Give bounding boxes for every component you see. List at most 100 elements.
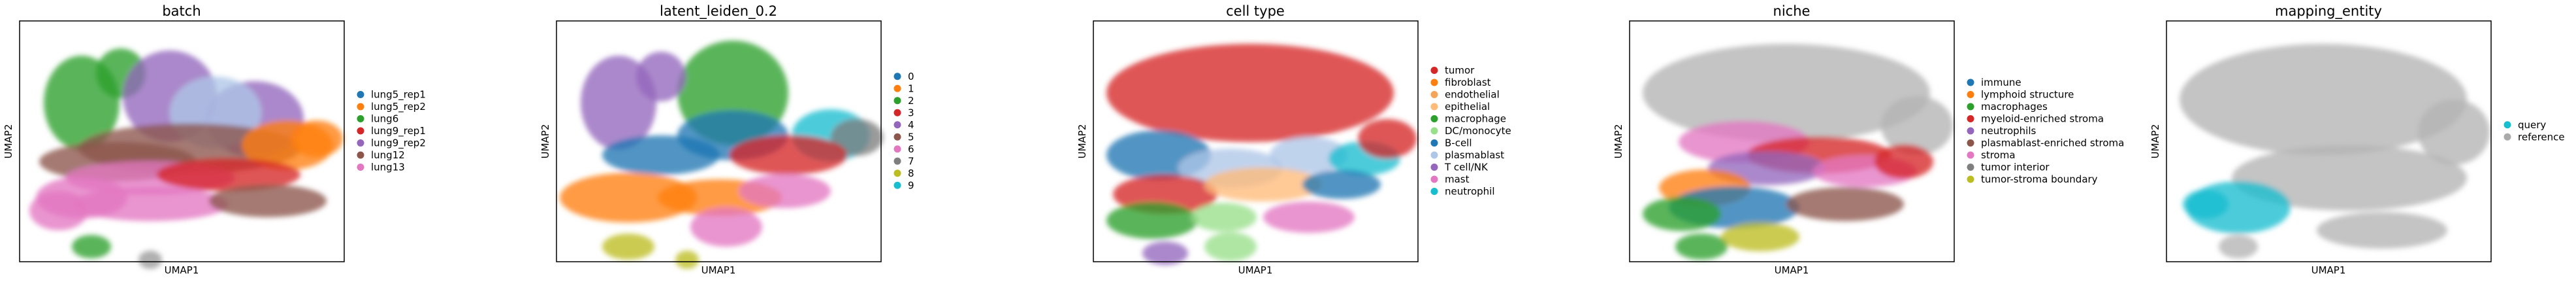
umap-scatter-mapping-entity	[2180, 44, 2490, 258]
point-cloud-cluster	[1106, 202, 1198, 239]
point-cloud-cluster	[1302, 170, 1381, 199]
legend-marker	[1430, 67, 1438, 74]
legend-marker	[357, 164, 364, 171]
legend-marker	[1430, 115, 1438, 122]
legend-marker	[1430, 151, 1438, 159]
point-cloud-cluster	[560, 173, 697, 222]
point-cloud-cluster	[2317, 212, 2447, 249]
panel-title: mapping_entity	[2275, 3, 2382, 20]
legend-marker	[1430, 127, 1438, 135]
legend-marker	[894, 97, 901, 105]
legend-label: DC/monocyte	[1445, 125, 1511, 137]
legend-marker	[1430, 91, 1438, 98]
y-axis-label: UMAP2	[1613, 124, 1624, 159]
x-axis-label: UMAP1	[2311, 264, 2346, 276]
point-cloud-cluster	[1204, 232, 1257, 261]
legend-label: lung13	[371, 162, 405, 173]
legend-label: 8	[908, 167, 914, 179]
legend-marker	[1967, 175, 1974, 183]
point-cloud-cluster	[1875, 145, 1933, 179]
y-axis-label: UMAP2	[2149, 124, 2161, 159]
legend-marker	[1967, 127, 1974, 135]
legend: tumorfibroblastendothelialepithelialmacr…	[1430, 65, 1511, 198]
legend-marker	[894, 133, 901, 141]
legend-label: B-cell	[1445, 137, 1472, 149]
point-cloud-cluster	[2219, 235, 2258, 258]
point-cloud-cluster	[831, 119, 883, 156]
point-cloud-cluster	[690, 207, 762, 247]
point-cloud-cluster	[1786, 187, 1904, 221]
point-cloud-cluster	[2180, 44, 2467, 155]
point-cloud-cluster	[72, 235, 111, 258]
legend-label: lung6	[371, 113, 398, 125]
x-axis-label: UMAP1	[1775, 264, 1809, 276]
legend-label: T cell/NK	[1444, 162, 1489, 173]
legend-label: mast	[1445, 173, 1470, 185]
panel-mapping-entity: mapping_entity UMAP1 UMAP2 queryreferenc…	[2149, 3, 2565, 276]
point-cloud-cluster	[1270, 137, 1348, 173]
point-cloud-cluster	[157, 158, 300, 191]
legend-label: reference	[2518, 131, 2565, 143]
legend-label: epithelial	[1445, 101, 1490, 113]
y-axis-label: UMAP2	[3, 124, 14, 159]
point-cloud-cluster	[636, 52, 686, 101]
legend-marker	[1430, 175, 1438, 183]
legend-label: lung5_rep1	[371, 89, 426, 101]
legend-label: 6	[908, 143, 914, 155]
legend-marker	[357, 115, 364, 122]
panel-cell-type: cell type UMAP1 UMAP2 tumorfibroblastend…	[1076, 3, 1511, 276]
point-cloud-cluster	[1643, 44, 1930, 142]
legend-label: 1	[908, 82, 914, 94]
legend: lung5_rep1lung5_rep2lung6lung9_rep1lung9…	[357, 89, 426, 173]
point-cloud-cluster	[1263, 202, 1355, 233]
legend-label: neutrophils	[1981, 125, 2037, 137]
legend-label: lung9_rep1	[371, 125, 426, 137]
point-cloud-cluster	[2183, 190, 2229, 219]
point-cloud-cluster	[675, 251, 699, 269]
plot-frame	[2166, 20, 2492, 262]
legend-marker	[2504, 133, 2511, 141]
plot-frame	[556, 20, 882, 262]
legend-marker	[1967, 91, 1974, 98]
legend-marker	[357, 127, 364, 135]
legend-marker	[1967, 139, 1974, 147]
point-cloud-cluster	[602, 135, 720, 175]
legend-marker	[894, 181, 901, 189]
legend-label: myeloid-enriched stroma	[1981, 113, 2104, 125]
legend-label: immune	[1981, 77, 2021, 88]
umap-scatter-batch	[29, 48, 343, 269]
legend-marker	[894, 84, 901, 92]
legend-label: neutrophil	[1445, 186, 1495, 198]
umap-scatter-cell-type	[1106, 44, 1417, 265]
legend-marker	[1430, 79, 1438, 86]
legend-marker	[1430, 103, 1438, 111]
y-axis-label: UMAP2	[539, 124, 551, 159]
plot-frame	[1629, 20, 1955, 262]
legend-marker	[1967, 151, 1974, 159]
point-cloud-cluster	[2418, 99, 2490, 165]
legend-marker	[1430, 139, 1438, 147]
legend-label: stroma	[1981, 149, 2016, 161]
legend-label: 4	[908, 119, 914, 131]
legend-marker	[357, 139, 364, 147]
plot-frame	[1093, 20, 1419, 262]
umap-scatter-niche	[1643, 44, 1953, 260]
x-axis-label: UMAP1	[701, 264, 736, 276]
panel-title: cell type	[1226, 3, 1285, 19]
legend-label: 9	[908, 179, 914, 191]
legend-marker	[894, 73, 901, 80]
legend-marker	[1967, 115, 1974, 122]
x-axis-label: UMAP1	[165, 264, 199, 276]
legend-label: lung12	[371, 149, 405, 161]
legend-label: macrophage	[1445, 113, 1506, 125]
legend-label: 2	[908, 95, 914, 107]
legend-label: fibroblast	[1445, 77, 1491, 88]
point-cloud-cluster	[291, 120, 343, 157]
legend-marker	[894, 109, 901, 116]
point-cloud-cluster	[2232, 145, 2467, 211]
point-cloud-cluster	[72, 187, 229, 221]
umap-scatter-leiden	[560, 41, 883, 269]
